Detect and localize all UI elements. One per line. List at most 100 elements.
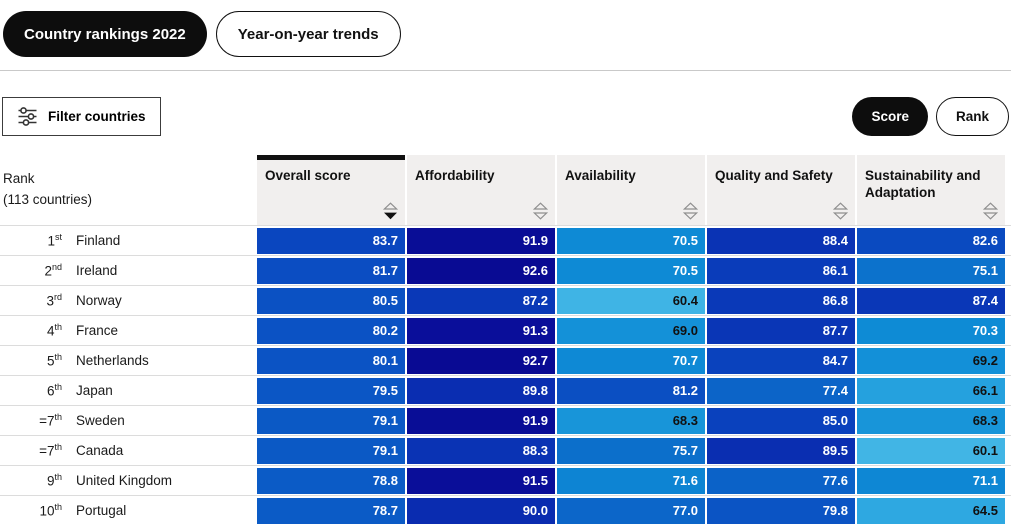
toggle-score[interactable]: Score	[852, 97, 928, 136]
sort-icon[interactable]	[382, 202, 399, 220]
score-cell-overall-score: 83.7	[257, 227, 405, 254]
score-cell-affordability: 92.7	[407, 347, 555, 374]
score-cell-overall-score: 79.1	[257, 437, 405, 464]
table-row: =7th Canada 79.1 88.3 75.7 89.5 60.1	[0, 435, 1011, 465]
score-cell-sustainability-and-adaptation: 82.6	[857, 227, 1005, 254]
score-cell-availability: 60.4	[557, 287, 705, 314]
rank-cell: 10th	[39, 502, 62, 519]
score-cell-availability: 70.5	[557, 227, 705, 254]
score-cell-affordability: 92.6	[407, 257, 555, 284]
rank-cell: 6th	[46, 382, 62, 399]
score-cell-overall-score: 81.7	[257, 257, 405, 284]
score-cell-quality-and-safety: 87.7	[707, 317, 855, 344]
column-label: Affordability	[415, 168, 495, 183]
table-body: 1st Finland 83.7 91.9 70.5 88.4 82.6 2nd Ireland…	[0, 225, 1011, 525]
score-cell-availability: 71.6	[557, 467, 705, 494]
rank-cell: =7th	[39, 442, 62, 459]
table-row: 3rd Norway 80.5 87.2 60.4 86.8 87.4	[0, 285, 1011, 315]
country-label: Netherlands	[76, 353, 149, 368]
score-cell-quality-and-safety: 89.5	[707, 437, 855, 464]
table-header-row: Rank (113 countries) Overall score Afford…	[0, 155, 1011, 225]
table-row: 9th United Kingdom 78.8 91.5 71.6 77.6 71.1	[0, 465, 1011, 495]
rank-cell: 1st	[47, 232, 62, 249]
score-cell-affordability: 88.3	[407, 437, 555, 464]
score-cell-quality-and-safety: 79.8	[707, 497, 855, 524]
filter-countries-button[interactable]: Filter countries	[2, 97, 161, 136]
country-label: Norway	[76, 293, 122, 308]
divider	[0, 70, 1011, 71]
rank-column-header: Rank (113 countries)	[0, 155, 255, 225]
country-label: France	[76, 323, 119, 338]
column-label: Availability	[565, 168, 636, 183]
column-label: Sustainability and Adaptation	[865, 168, 981, 200]
score-cell-sustainability-and-adaptation: 60.1	[857, 437, 1005, 464]
toggle-rank[interactable]: Rank	[935, 97, 1009, 136]
column-header-overall-score[interactable]: Overall score	[257, 155, 405, 225]
table-row: 10th Portugal 78.7 90.0 77.0 79.8 64.5	[0, 495, 1011, 525]
rank-cell: 3rd	[46, 292, 62, 309]
score-cell-overall-score: 80.2	[257, 317, 405, 344]
score-cell-overall-score: 80.5	[257, 287, 405, 314]
table-row: 2nd Ireland 81.7 92.6 70.5 86.1 75.1	[0, 255, 1011, 285]
score-rank-toggle: Score Rank	[852, 97, 1009, 136]
tab-year-on-year-trends[interactable]: Year-on-year trends	[215, 11, 401, 57]
score-cell-sustainability-and-adaptation: 70.3	[857, 317, 1005, 344]
rank-cell: 9th	[46, 472, 62, 489]
country-label: Portugal	[76, 503, 127, 518]
score-cell-availability: 70.5	[557, 257, 705, 284]
country-label: Japan	[76, 383, 113, 398]
rankings-table: Rank (113 countries) Overall score Afford…	[0, 155, 1011, 525]
score-cell-affordability: 89.8	[407, 377, 555, 404]
country-label: Sweden	[76, 413, 125, 428]
score-cell-quality-and-safety: 86.1	[707, 257, 855, 284]
score-cell-affordability: 91.9	[407, 407, 555, 434]
table-row: 4th France 80.2 91.3 69.0 87.7 70.3	[0, 315, 1011, 345]
score-cell-availability: 70.7	[557, 347, 705, 374]
sort-icon[interactable]	[982, 202, 999, 220]
score-cell-overall-score: 79.5	[257, 377, 405, 404]
rank-cell: 4th	[46, 322, 62, 339]
column-label: Quality and Safety	[715, 168, 833, 183]
score-cell-overall-score: 79.1	[257, 407, 405, 434]
rank-header-line2: (113 countries)	[3, 192, 93, 207]
country-label: United Kingdom	[76, 473, 173, 488]
country-label: Ireland	[76, 263, 118, 278]
sort-icon[interactable]	[532, 202, 549, 220]
score-cell-affordability: 91.3	[407, 317, 555, 344]
score-cell-quality-and-safety: 84.7	[707, 347, 855, 374]
score-cell-affordability: 90.0	[407, 497, 555, 524]
score-cell-quality-and-safety: 88.4	[707, 227, 855, 254]
score-cell-sustainability-and-adaptation: 64.5	[857, 497, 1005, 524]
score-cell-availability: 68.3	[557, 407, 705, 434]
column-label: Overall score	[265, 168, 351, 183]
rank-cell: =7th	[39, 412, 62, 429]
score-cell-sustainability-and-adaptation: 68.3	[857, 407, 1005, 434]
score-cell-availability: 69.0	[557, 317, 705, 344]
filter-countries-label: Filter countries	[48, 109, 146, 124]
column-header-availability[interactable]: Availability	[557, 155, 705, 225]
column-header-quality-and-safety[interactable]: Quality and Safety	[707, 155, 855, 225]
country-label: Finland	[76, 233, 121, 248]
score-cell-quality-and-safety: 77.6	[707, 467, 855, 494]
filter-sliders-icon	[17, 106, 38, 127]
score-cell-sustainability-and-adaptation: 87.4	[857, 287, 1005, 314]
score-cell-availability: 81.2	[557, 377, 705, 404]
rank-header-line1: Rank	[3, 171, 35, 186]
table-row: =7th Sweden 79.1 91.9 68.3 85.0 68.3	[0, 405, 1011, 435]
rank-cell: 5th	[46, 352, 62, 369]
column-header-sustainability-and-adaptation[interactable]: Sustainability and Adaptation	[857, 155, 1005, 225]
column-header-affordability[interactable]: Affordability	[407, 155, 555, 225]
table-row: 6th Japan 79.5 89.8 81.2 77.4 66.1	[0, 375, 1011, 405]
score-cell-affordability: 91.5	[407, 467, 555, 494]
score-cell-affordability: 91.9	[407, 227, 555, 254]
score-cell-quality-and-safety: 86.8	[707, 287, 855, 314]
tab-country-rankings-2022[interactable]: Country rankings 2022	[3, 11, 207, 57]
score-cell-sustainability-and-adaptation: 71.1	[857, 467, 1005, 494]
rank-cell: 2nd	[44, 262, 62, 279]
score-cell-availability: 75.7	[557, 437, 705, 464]
score-cell-sustainability-and-adaptation: 75.1	[857, 257, 1005, 284]
sort-icon[interactable]	[832, 202, 849, 220]
score-cell-availability: 77.0	[557, 497, 705, 524]
sort-icon[interactable]	[682, 202, 699, 220]
country-label: Canada	[76, 443, 124, 458]
